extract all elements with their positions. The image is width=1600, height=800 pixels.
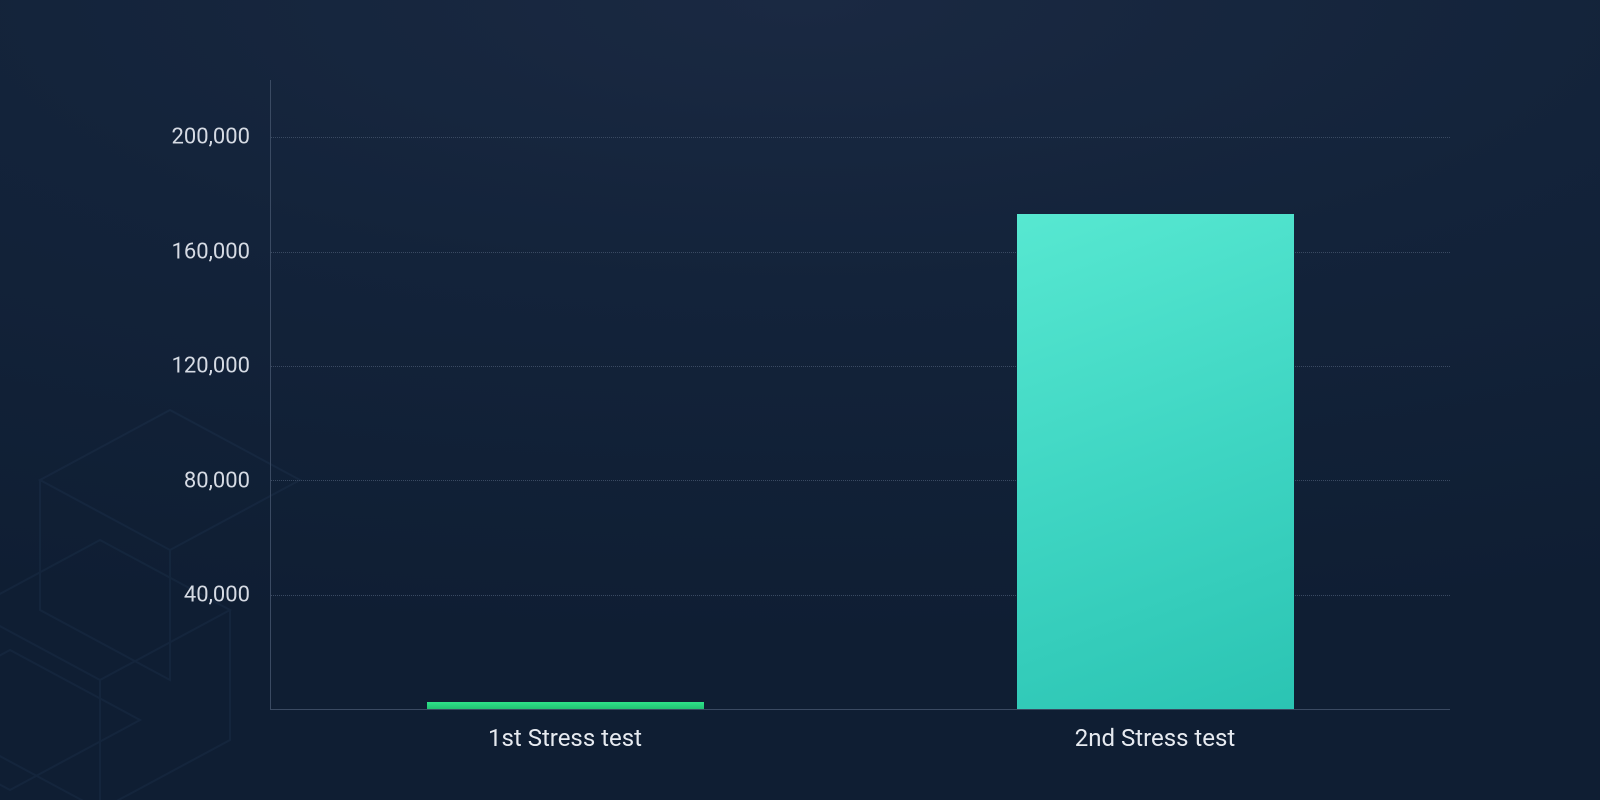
bar-slot [271,80,861,709]
x-axis: 1st Stress test2nd Stress test [270,710,1450,770]
y-tick-label: 120,000 [171,354,250,379]
x-tick-label: 1st Stress test [270,710,860,770]
bar [427,702,704,709]
y-tick-label: 200,000 [171,125,250,150]
x-tick-label: 2nd Stress test [860,710,1450,770]
y-axis: 40,000 80,000 120,000 160,000 200,000 [120,80,250,710]
bars-container [271,80,1450,709]
stress-test-bar-chart: 40,000 80,000 120,000 160,000 200,000 1st St… [120,80,1450,770]
y-tick-label: 40,000 [184,583,250,608]
y-tick-label: 80,000 [184,468,250,493]
bar [1017,214,1294,709]
y-tick-label: 160,000 [171,239,250,264]
plot-area [270,80,1450,710]
bar-slot [861,80,1451,709]
